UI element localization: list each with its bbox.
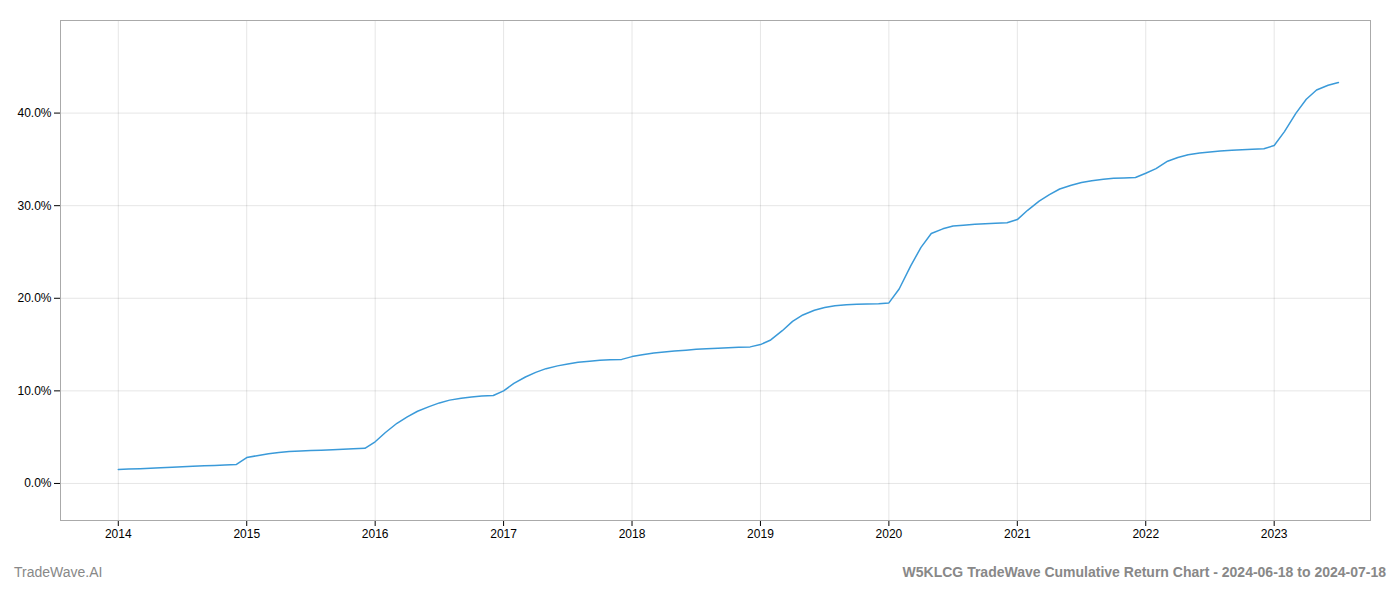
svg-text:30.0%: 30.0% — [17, 199, 51, 213]
svg-text:2014: 2014 — [105, 527, 132, 541]
svg-text:2016: 2016 — [362, 527, 389, 541]
svg-text:2022: 2022 — [1132, 527, 1159, 541]
svg-text:10.0%: 10.0% — [17, 384, 51, 398]
svg-text:2020: 2020 — [876, 527, 903, 541]
html-text:TradeWave.AI: TradeWave.AI — [14, 564, 103, 580]
svg-text:2017: 2017 — [490, 527, 517, 541]
svg-text:2021: 2021 — [1004, 527, 1031, 541]
svg-text:2018: 2018 — [619, 527, 646, 541]
html-text:W5KLCG TradeWave Cumulative Re: W5KLCG TradeWave Cumulative Return Chart… — [902, 564, 1386, 580]
svg-text:2015: 2015 — [233, 527, 260, 541]
svg-text:2023: 2023 — [1261, 527, 1288, 541]
svg-text:0.0%: 0.0% — [24, 476, 52, 490]
svg-text:40.0%: 40.0% — [17, 106, 51, 120]
svg-text:20.0%: 20.0% — [17, 291, 51, 305]
svg-text:2019: 2019 — [747, 527, 774, 541]
